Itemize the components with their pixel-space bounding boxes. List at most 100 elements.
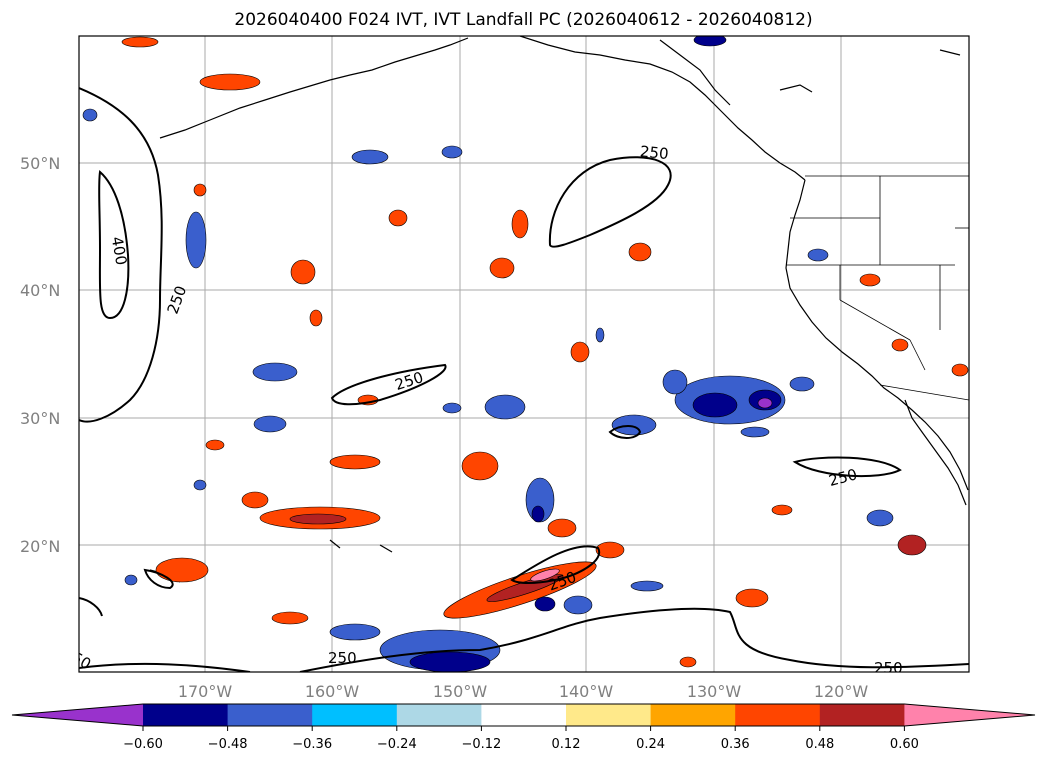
ivt-fill-patches xyxy=(82,36,969,672)
negative-patch xyxy=(662,369,688,395)
positive-patch xyxy=(547,518,577,538)
lat-tick-label: 20°N xyxy=(20,537,60,556)
positive-patch xyxy=(271,611,309,625)
colorbar-tick-label: −0.12 xyxy=(461,737,501,752)
longitude-labels: 170°W 160°W 150°W 140°W 130°W 120°W xyxy=(178,682,869,701)
positive-patch xyxy=(461,451,499,481)
positive-patch xyxy=(859,273,881,287)
colorbar-segment xyxy=(143,704,229,726)
negative-patch xyxy=(124,574,138,586)
contour-label: 250 xyxy=(874,659,903,677)
contour-line xyxy=(792,456,902,478)
positive-patch xyxy=(595,541,625,559)
negative-patch xyxy=(253,415,287,433)
negative-patch xyxy=(693,36,727,47)
contour-line xyxy=(79,87,163,423)
positive-patch xyxy=(511,209,529,239)
latitude-labels: 20°N 30°N 40°N 50°N xyxy=(20,154,60,556)
positive-patch xyxy=(897,534,927,556)
colorbar-tick-label: 0.60 xyxy=(890,737,919,752)
positive-patch xyxy=(289,513,347,525)
negative-patch xyxy=(441,145,463,159)
positive-patch xyxy=(309,309,323,327)
negative-patch xyxy=(789,376,815,392)
colorbar-extend-low xyxy=(12,704,143,726)
colorbar-tick-label: 0.12 xyxy=(552,737,581,752)
negative-patch xyxy=(740,426,770,438)
lon-tick-label: 140°W xyxy=(559,682,614,701)
colorbar-tick-label: −0.36 xyxy=(292,737,332,752)
negative-patch xyxy=(329,623,381,641)
contour-line xyxy=(98,170,130,320)
ivt-contours xyxy=(79,87,969,672)
contour-line xyxy=(330,363,447,406)
colorbar-segment xyxy=(396,704,482,726)
colorbar-segment xyxy=(650,704,736,726)
negative-patch xyxy=(252,362,298,382)
positive-patch xyxy=(530,568,560,582)
contour-label: 250 xyxy=(639,142,669,163)
negative-patch xyxy=(409,651,491,672)
positive-patch xyxy=(891,338,909,352)
positive-patch xyxy=(628,242,652,262)
contour-label: 400 xyxy=(108,235,131,266)
negative-patch xyxy=(692,392,738,418)
positive-patch xyxy=(489,257,515,279)
lon-tick-label: 170°W xyxy=(178,682,233,701)
negative-patch xyxy=(595,327,605,343)
positive-patch xyxy=(199,73,261,91)
contour-labels: 250 250 250 250 250 250 250 400 50 xyxy=(79,142,903,677)
positive-patch xyxy=(290,259,316,285)
colorbar-segment xyxy=(312,704,398,726)
colorbar-segment xyxy=(227,704,313,726)
negative-patch xyxy=(611,414,657,436)
negative-patch xyxy=(630,580,664,592)
colorbar: −0.60 −0.48 −0.36 −0.24 −0.12 0.12 0.24 0.36 0.4… xyxy=(11,703,1036,752)
colorbar-tick-label: −0.24 xyxy=(377,737,417,752)
lon-tick-label: 120°W xyxy=(814,682,869,701)
colorbar-segment xyxy=(735,704,821,726)
negative-patch xyxy=(484,394,526,420)
map-frame xyxy=(78,35,970,673)
negative-patch xyxy=(757,397,773,409)
contour-line xyxy=(79,662,251,672)
positive-patch xyxy=(771,504,793,516)
lon-tick-label: 160°W xyxy=(305,682,360,701)
state-borders xyxy=(786,175,969,401)
contour-line xyxy=(548,156,672,248)
negative-patch xyxy=(807,248,829,262)
contour-line xyxy=(608,425,642,439)
negative-patch xyxy=(442,402,462,414)
positive-patch xyxy=(241,491,269,509)
positive-patch xyxy=(155,557,209,583)
contour-line xyxy=(143,568,174,590)
positive-patch xyxy=(951,363,969,377)
positive-patch xyxy=(193,183,207,197)
map-title: 2026040400 F024 IVT, IVT Landfall PC (20… xyxy=(234,10,813,30)
negative-patch xyxy=(531,505,545,523)
colorbar-tick-label: −0.60 xyxy=(123,737,163,752)
contour-line xyxy=(299,607,969,672)
colorbar-tick-label: 0.36 xyxy=(721,737,750,752)
colorbar-segment xyxy=(819,704,905,726)
positive-patch xyxy=(735,588,769,608)
positive-patch xyxy=(329,454,381,470)
colorbar-tick-label: 0.24 xyxy=(636,737,665,752)
colorbar-tick-label: −0.48 xyxy=(208,737,248,752)
positive-patch xyxy=(121,36,159,48)
negative-patch xyxy=(534,596,556,612)
positive-patch xyxy=(679,656,697,668)
negative-patch xyxy=(185,211,207,269)
contour-line xyxy=(510,545,601,584)
positive-patch xyxy=(570,341,590,363)
colorbar-tick-label: 0.48 xyxy=(805,737,834,752)
positive-patch xyxy=(205,439,225,451)
positive-patch xyxy=(388,209,408,227)
negative-patch xyxy=(563,595,593,615)
colorbar-segment xyxy=(566,704,652,726)
negative-patch xyxy=(193,479,207,491)
colorbar-segment xyxy=(481,704,567,726)
negative-patch xyxy=(82,108,98,122)
contour-label: 250 xyxy=(328,649,357,667)
